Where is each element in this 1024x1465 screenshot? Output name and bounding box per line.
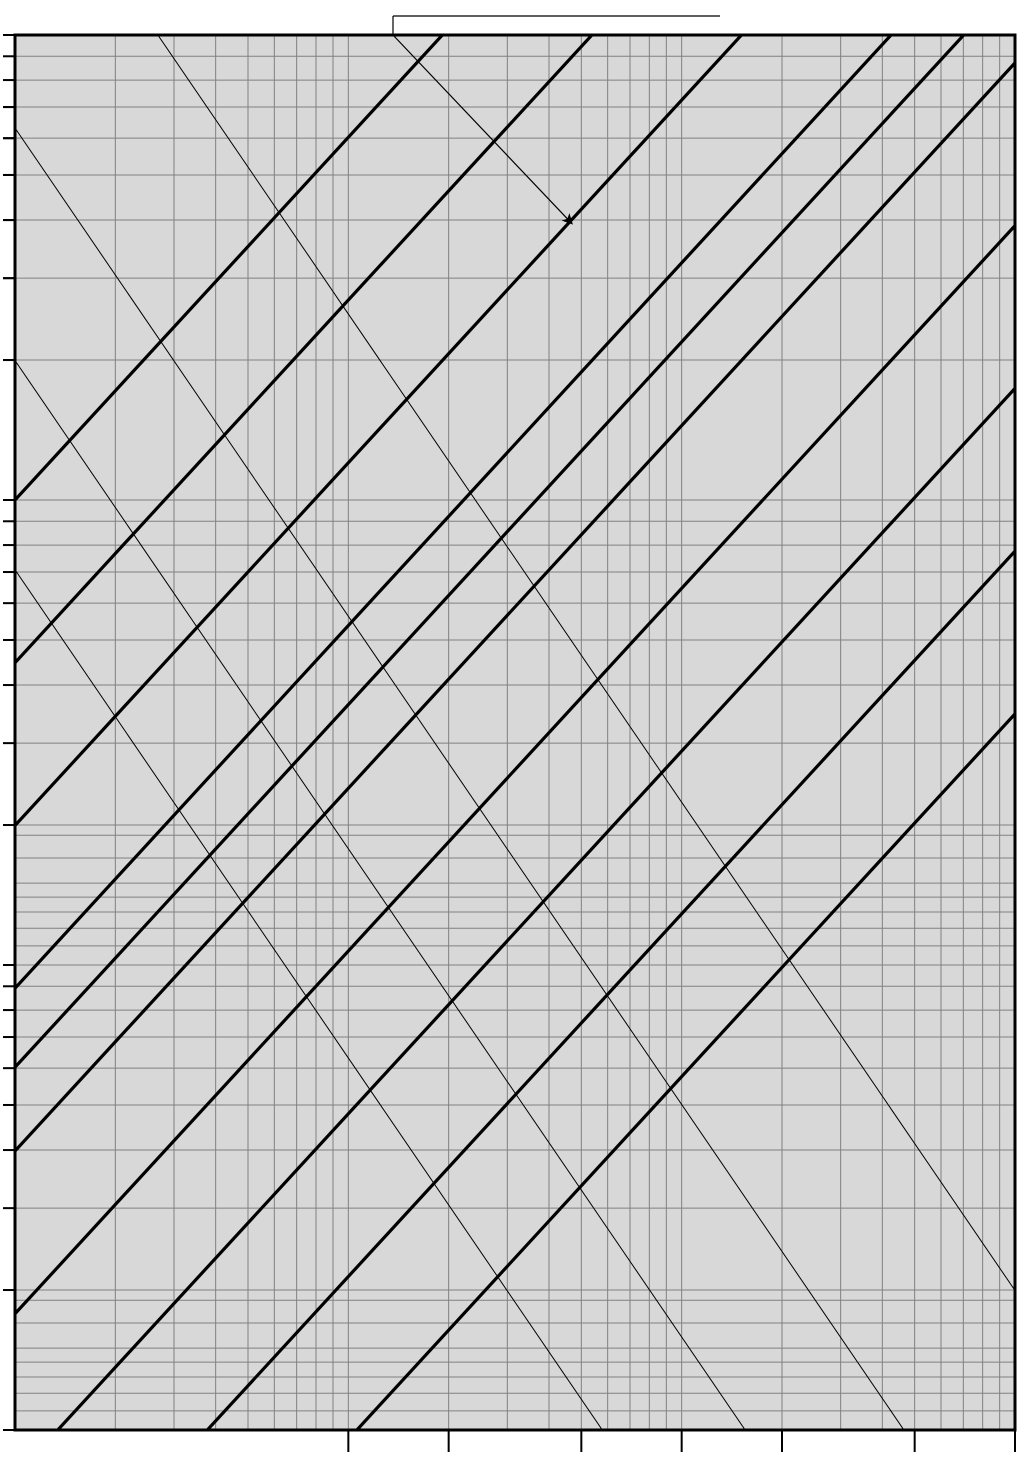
nomograph-chart bbox=[0, 0, 1024, 1465]
